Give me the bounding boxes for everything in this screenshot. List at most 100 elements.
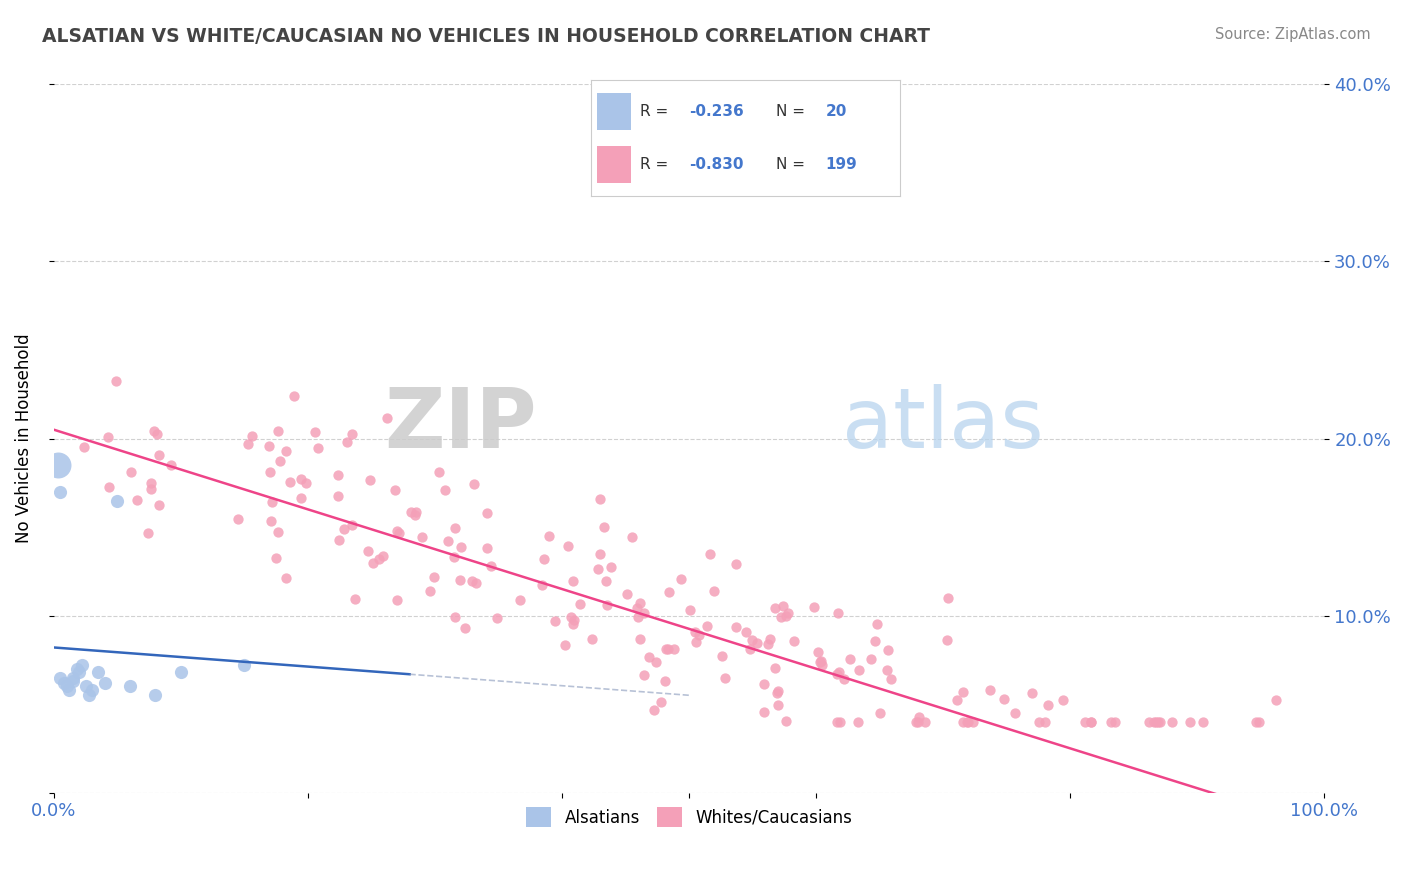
Point — [148, 498, 170, 512]
Point — [141, 476, 163, 491]
Point — [385, 524, 408, 538]
Point — [658, 585, 681, 599]
Point — [328, 468, 350, 483]
Point — [67, 665, 90, 680]
Point — [783, 633, 806, 648]
Point — [754, 706, 776, 720]
Point — [846, 714, 869, 729]
Point — [1144, 714, 1167, 729]
Point — [688, 628, 710, 642]
Point — [262, 495, 284, 509]
Point — [952, 685, 974, 699]
Point — [276, 443, 298, 458]
Point — [685, 635, 707, 649]
Point — [775, 714, 797, 729]
Point — [259, 465, 281, 479]
Point — [560, 609, 582, 624]
Point — [454, 621, 477, 635]
Point — [336, 435, 359, 450]
Point — [304, 425, 326, 440]
Point — [1073, 714, 1095, 729]
Point — [638, 649, 661, 664]
Point — [269, 454, 291, 468]
Point — [1143, 714, 1166, 729]
Point — [1192, 714, 1215, 729]
Point — [49, 671, 72, 685]
Point — [562, 613, 585, 627]
Point — [627, 610, 650, 624]
Point — [763, 601, 786, 615]
Point — [384, 483, 406, 497]
Text: -0.236: -0.236 — [689, 104, 744, 120]
Point — [561, 617, 583, 632]
Point — [477, 541, 499, 555]
Point — [449, 573, 471, 587]
Point — [145, 688, 167, 702]
Point — [863, 634, 886, 648]
Text: R =: R = — [640, 104, 673, 120]
Point — [657, 642, 679, 657]
Point — [775, 608, 797, 623]
Point — [55, 680, 77, 694]
Point — [1244, 714, 1267, 729]
Point — [419, 584, 441, 599]
Point — [956, 714, 979, 729]
Point — [485, 611, 508, 625]
Point — [711, 649, 734, 664]
Point — [772, 599, 794, 613]
Text: atlas: atlas — [842, 384, 1043, 465]
Point — [908, 710, 931, 724]
Point — [807, 645, 830, 659]
Point — [616, 587, 638, 601]
Point — [952, 714, 974, 729]
Point — [240, 429, 263, 443]
Point — [696, 619, 718, 633]
Point — [340, 427, 363, 442]
Point — [810, 654, 832, 668]
Point — [979, 683, 1001, 698]
Point — [839, 651, 862, 665]
Point — [87, 665, 110, 680]
Point — [278, 475, 301, 489]
Point — [120, 466, 142, 480]
Point — [368, 552, 391, 566]
Point — [633, 667, 655, 681]
Point — [290, 472, 312, 486]
Point — [544, 615, 567, 629]
Point — [423, 570, 446, 584]
Point — [371, 549, 394, 563]
Bar — [596, 146, 631, 184]
Point — [778, 607, 800, 621]
Point — [1149, 714, 1171, 729]
Point — [70, 658, 93, 673]
Point — [811, 658, 834, 673]
Point — [58, 683, 80, 698]
Point — [404, 508, 426, 523]
Point — [461, 574, 484, 588]
Point — [93, 676, 115, 690]
Point — [725, 557, 748, 571]
Point — [699, 547, 721, 561]
Point — [343, 592, 366, 607]
Point — [962, 714, 984, 729]
Point — [650, 695, 672, 709]
Point — [236, 437, 259, 451]
Point — [741, 633, 763, 648]
Text: 20: 20 — [825, 104, 846, 120]
Point — [993, 691, 1015, 706]
Point — [626, 601, 648, 615]
Point — [388, 525, 411, 540]
Point — [66, 662, 89, 676]
Point — [633, 607, 655, 621]
Point — [465, 575, 488, 590]
Text: Source: ZipAtlas.com: Source: ZipAtlas.com — [1215, 27, 1371, 42]
Point — [869, 706, 891, 721]
Point — [825, 667, 848, 681]
Point — [595, 574, 617, 588]
Point — [46, 458, 69, 472]
Point — [1161, 714, 1184, 729]
Point — [671, 572, 693, 586]
Point — [904, 714, 927, 729]
Point — [581, 632, 603, 647]
Point — [233, 658, 256, 673]
